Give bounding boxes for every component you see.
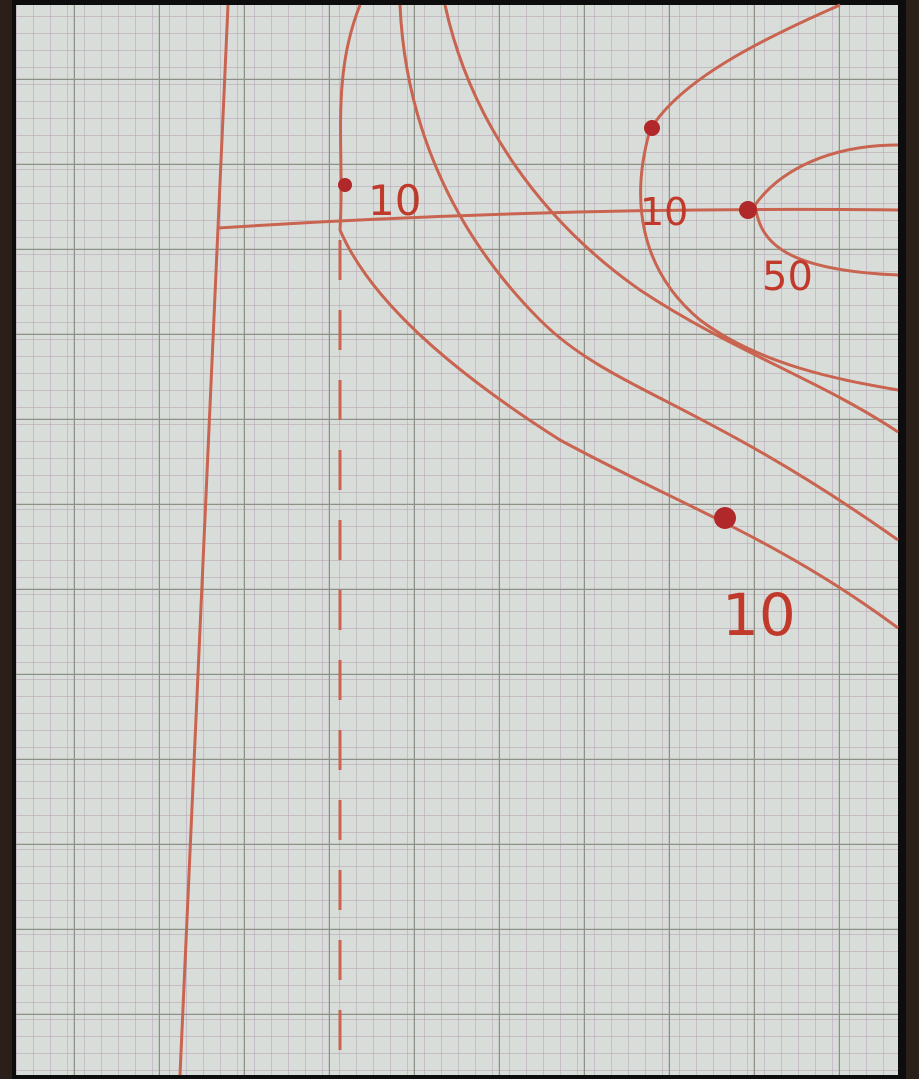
contour-label: 10 — [368, 176, 421, 225]
contour-label: 10 — [722, 581, 796, 649]
contour-label: 50 — [762, 254, 813, 300]
photo: 10 10 50 10 — [0, 0, 919, 1079]
graph-paper — [16, 5, 898, 1075]
contour-label: 10 — [640, 190, 688, 234]
